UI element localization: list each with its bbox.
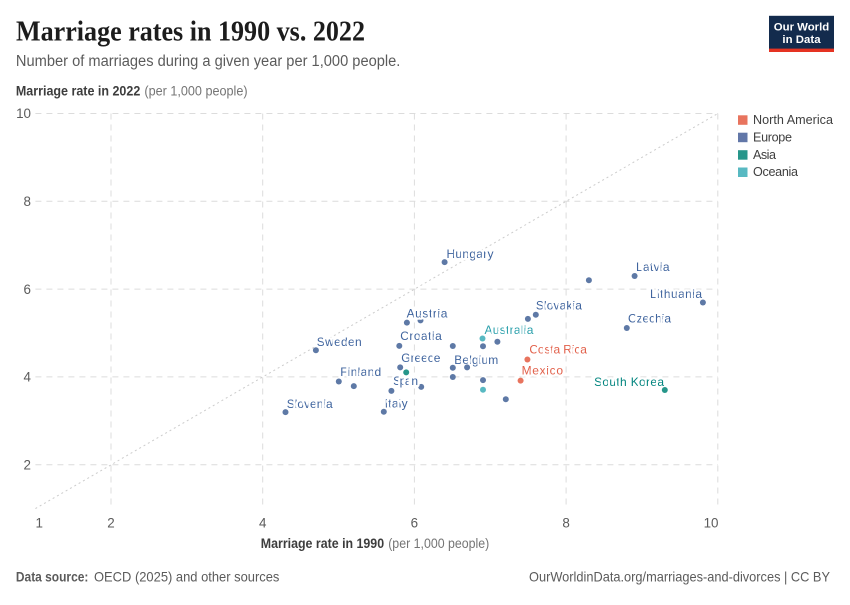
- svg-text:(per 1,000 people): (per 1,000 people): [388, 536, 489, 551]
- svg-text:Finland: Finland: [340, 365, 381, 379]
- svg-text:8: 8: [24, 194, 31, 209]
- svg-text:in Data: in Data: [782, 34, 821, 46]
- svg-text:Asia: Asia: [753, 148, 776, 162]
- svg-text:Italy: Italy: [385, 397, 408, 411]
- svg-text:Mexico: Mexico: [522, 364, 564, 378]
- svg-text:Marriage rates in 1990 vs. 202: Marriage rates in 1990 vs. 2022: [16, 16, 365, 48]
- svg-text:Latvia: Latvia: [636, 260, 670, 274]
- svg-text:Data source:: Data source:: [16, 570, 89, 585]
- svg-text:Marriage rate in 1990: Marriage rate in 1990: [261, 536, 385, 551]
- svg-text:Croatia: Croatia: [400, 329, 442, 343]
- svg-text:South Korea: South Korea: [594, 375, 664, 389]
- svg-text:Lithuania: Lithuania: [650, 287, 702, 301]
- svg-text:Belgium: Belgium: [454, 353, 498, 367]
- svg-text:10: 10: [704, 516, 719, 531]
- svg-text:OurWorldinData.org/marriages-a: OurWorldinData.org/marriages-and-divorce…: [529, 570, 830, 585]
- svg-text:North America: North America: [753, 113, 833, 127]
- svg-text:4: 4: [24, 370, 32, 385]
- svg-text:Europe: Europe: [753, 131, 792, 145]
- svg-text:Czechia: Czechia: [628, 312, 671, 326]
- svg-text:Our World: Our World: [774, 22, 829, 34]
- svg-text:6: 6: [24, 282, 31, 297]
- svg-text:Slovenia: Slovenia: [287, 397, 333, 411]
- svg-text:1: 1: [36, 516, 43, 531]
- svg-text:6: 6: [411, 516, 418, 531]
- svg-text:(per 1,000 people): (per 1,000 people): [144, 83, 247, 99]
- svg-text:Austria: Austria: [407, 307, 448, 321]
- svg-text:Number of marriages during a g: Number of marriages during a given year …: [16, 53, 401, 70]
- svg-text:Greece: Greece: [401, 351, 440, 365]
- svg-text:Costa Rica: Costa Rica: [529, 343, 587, 357]
- svg-text:Hungary: Hungary: [447, 247, 494, 261]
- svg-text:10: 10: [16, 106, 31, 121]
- svg-text:4: 4: [259, 516, 267, 531]
- svg-text:Spain: Spain: [393, 374, 418, 388]
- svg-text:Oceania: Oceania: [753, 165, 798, 179]
- svg-text:OECD (2025) and other sources: OECD (2025) and other sources: [94, 570, 280, 585]
- svg-text:2: 2: [107, 516, 114, 531]
- svg-text:Australia: Australia: [485, 323, 534, 337]
- svg-text:Marriage rate in 2022: Marriage rate in 2022: [16, 83, 141, 99]
- svg-text:Sweden: Sweden: [317, 335, 362, 349]
- svg-text:2: 2: [24, 457, 31, 472]
- svg-text:Slovakia: Slovakia: [536, 299, 582, 313]
- svg-text:8: 8: [562, 516, 569, 531]
